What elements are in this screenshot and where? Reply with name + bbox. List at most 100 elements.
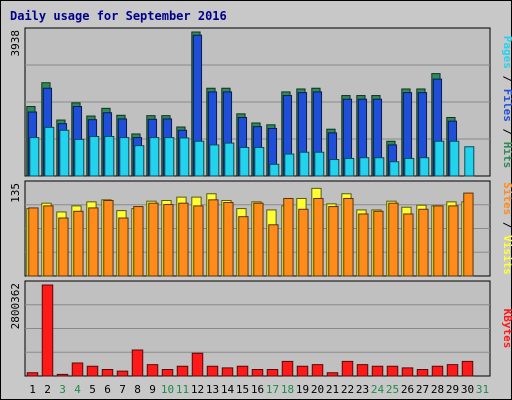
bar-kbytes-day-23 bbox=[356, 364, 369, 377]
bar-kbytes-day-28 bbox=[431, 365, 444, 377]
panel-hits-axis-legend: Pages / Files / Hits bbox=[501, 36, 512, 169]
bar-pages-day-23 bbox=[359, 157, 370, 177]
x-tick-label-7: 7 bbox=[119, 383, 126, 396]
bar-pages-day-12 bbox=[194, 140, 205, 177]
x-tick-label-27: 27 bbox=[416, 383, 429, 396]
bar-sites-day-26 bbox=[403, 213, 414, 277]
bar-sites-day-5 bbox=[88, 207, 99, 277]
bar-kbytes-day-6 bbox=[101, 369, 114, 377]
panel-visits: 135 Sites / Visits bbox=[9, 180, 512, 277]
bar-sites-day-12 bbox=[193, 205, 204, 277]
bar-pages-day-29 bbox=[449, 140, 460, 177]
bar-sites-day-6 bbox=[103, 200, 114, 277]
bar-sites-day-18 bbox=[283, 197, 294, 277]
x-tick-label-1: 1 bbox=[29, 383, 36, 396]
bar-pages-day-26 bbox=[404, 157, 415, 177]
x-tick-label-29: 29 bbox=[446, 383, 459, 396]
bar-pages-day-6 bbox=[104, 136, 115, 177]
bar-sites-day-13 bbox=[208, 199, 219, 277]
legend-separator: / bbox=[501, 69, 512, 89]
bar-pages-day-24 bbox=[374, 157, 385, 177]
legend-entry-files: Files bbox=[501, 89, 512, 122]
panel-visits-axis-legend: Sites / Visits bbox=[501, 182, 512, 275]
bar-sites-day-9 bbox=[148, 202, 159, 277]
bar-sites-day-16 bbox=[253, 202, 264, 277]
x-tick-label-14: 14 bbox=[221, 383, 235, 396]
bar-kbytes-day-25 bbox=[386, 365, 399, 377]
bar-pages-day-25 bbox=[389, 161, 400, 177]
bar-pages-day-1 bbox=[29, 137, 40, 177]
x-tick-label-8: 8 bbox=[134, 383, 141, 396]
x-axis-labels: 1 2 3 4 5 6 7 8 9 10 11 12 13 14 15 16 17 18 19 20 21 22 23 24 2… bbox=[29, 383, 489, 396]
bar-sites-day-4 bbox=[73, 210, 84, 277]
bar-sites-day-21 bbox=[328, 206, 339, 277]
bar-sites-day-2 bbox=[43, 205, 54, 277]
x-tick-label-17: 17 bbox=[266, 383, 279, 396]
x-tick-label-2: 2 bbox=[44, 383, 51, 396]
x-tick-label-10: 10 bbox=[161, 383, 174, 396]
legend-separator: / bbox=[501, 215, 512, 235]
bar-sites-day-24 bbox=[373, 210, 384, 277]
x-tick-label-30: 30 bbox=[461, 383, 474, 396]
panel-kbytes-ymax-label: 2800362 bbox=[9, 283, 22, 329]
bar-pages-day-21 bbox=[329, 159, 340, 177]
bar-sites-day-25 bbox=[388, 202, 399, 277]
x-tick-label-22: 22 bbox=[341, 383, 354, 396]
bar-pages-day-19 bbox=[299, 151, 310, 177]
bar-sites-day-11 bbox=[178, 202, 189, 277]
bar-kbytes-day-12 bbox=[191, 352, 204, 377]
legend-entry-kbytes: KBytes bbox=[501, 309, 512, 349]
x-tick-label-4: 4 bbox=[74, 383, 81, 396]
bar-kbytes-day-22 bbox=[341, 360, 354, 377]
x-tick-label-28: 28 bbox=[431, 383, 444, 396]
bar-pages-day-16 bbox=[254, 146, 265, 177]
bar-sites-day-30 bbox=[463, 192, 474, 277]
bar-pages-day-27 bbox=[419, 157, 430, 177]
x-tick-label-18: 18 bbox=[281, 383, 294, 396]
x-tick-label-9: 9 bbox=[149, 383, 156, 396]
bar-sites-day-29 bbox=[448, 205, 459, 277]
bar-pages-day-8 bbox=[134, 145, 145, 177]
bar-kbytes-day-11 bbox=[176, 365, 189, 377]
bar-kbytes-day-3 bbox=[56, 373, 69, 377]
bar-pages-day-15 bbox=[239, 146, 250, 177]
x-tick-label-26: 26 bbox=[401, 383, 414, 396]
x-tick-label-25: 25 bbox=[386, 383, 399, 396]
x-tick-label-5: 5 bbox=[89, 383, 96, 396]
bar-sites-day-15 bbox=[238, 216, 249, 277]
bar-kbytes-day-13 bbox=[206, 365, 219, 377]
bar-sites-day-19 bbox=[298, 208, 309, 277]
bar-kbytes-day-9 bbox=[146, 364, 159, 377]
bar-kbytes-day-2 bbox=[41, 284, 54, 377]
bar-kbytes-day-5 bbox=[86, 365, 99, 377]
bar-pages-day-2 bbox=[44, 126, 55, 177]
x-tick-label-23: 23 bbox=[356, 383, 369, 396]
bar-kbytes-day-20 bbox=[311, 364, 324, 377]
x-tick-label-24: 24 bbox=[371, 383, 385, 396]
bar-kbytes-day-18 bbox=[281, 360, 294, 377]
bar-pages-day-7 bbox=[119, 137, 130, 177]
bar-kbytes-day-14 bbox=[221, 367, 234, 377]
bar-kbytes-day-15 bbox=[236, 365, 249, 377]
bar-pages-day-20 bbox=[314, 151, 325, 177]
bar-sites-day-23 bbox=[358, 213, 369, 277]
chart-panels: 3938 Pages / Files / Hits 135 Sites / Visit… bbox=[9, 27, 512, 377]
panel-kbytes: 2800362 KBytes bbox=[9, 280, 512, 377]
bar-kbytes-day-1 bbox=[26, 372, 39, 377]
bar-kbytes-day-16 bbox=[251, 369, 264, 377]
bar-pages-day-14 bbox=[224, 142, 235, 177]
bar-sites-day-27 bbox=[418, 208, 429, 277]
bar-kbytes-day-27 bbox=[416, 369, 429, 377]
bar-kbytes-day-24 bbox=[371, 365, 384, 377]
bar-pages-day-9 bbox=[149, 137, 160, 177]
bar-sites-day-7 bbox=[118, 217, 129, 277]
x-tick-label-20: 20 bbox=[311, 383, 324, 396]
bar-pages-day-22 bbox=[344, 157, 355, 177]
bar-kbytes-day-30 bbox=[461, 360, 474, 377]
legend-entry-hits: Hits bbox=[501, 142, 512, 169]
bar-kbytes-day-8 bbox=[131, 349, 144, 377]
bar-sites-day-20 bbox=[313, 197, 324, 277]
bar-kbytes-day-17 bbox=[266, 369, 279, 377]
legend-entry-sites: Sites bbox=[501, 182, 512, 215]
